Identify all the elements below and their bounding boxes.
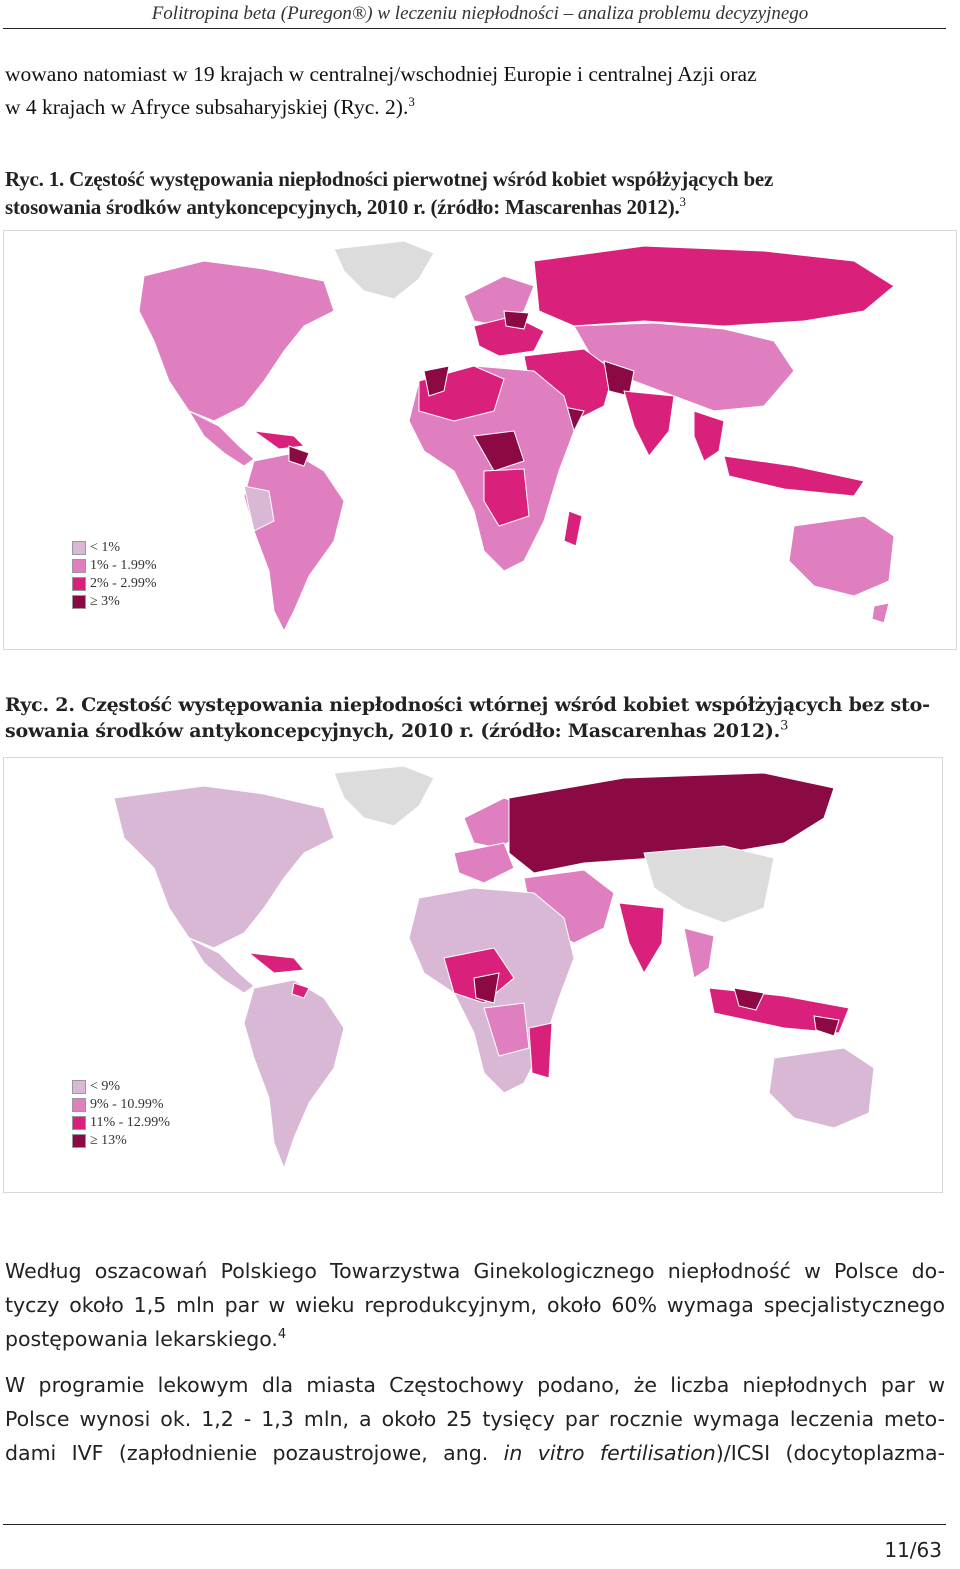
- figure2-caption-line-2: sowania środków antykoncepcyjnych, 2010 …: [5, 718, 945, 744]
- intro-line-1: wowano natomiast w 19 krajach w centraln…: [5, 62, 757, 86]
- intro-line-2: w 4 krajach w Afryce subsaharyjskiej (Ry…: [5, 91, 945, 124]
- legend-label: 11% - 12.99%: [90, 1115, 170, 1130]
- figure1-legend-item: < 1%: [72, 539, 157, 557]
- legend-swatch: [72, 1080, 86, 1094]
- legend-swatch: [72, 577, 86, 591]
- body-p2-line-2: Polsce wynosi ok. 1,2 - 1,3 mln, a około…: [5, 1407, 945, 1431]
- legend-label: 2% - 2.99%: [90, 576, 157, 591]
- footer-divider: [3, 1524, 946, 1525]
- figure2-legend-item: ≥ 13%: [72, 1132, 170, 1150]
- figure2-world-map: [113, 765, 875, 1170]
- header-divider: [3, 28, 946, 29]
- body-paragraph-1: Według oszacowań Polskiego Towarzystwa G…: [5, 1254, 945, 1356]
- figure2-legend-item: < 9%: [72, 1078, 170, 1096]
- figure1-map: < 1% 1% - 1.99% 2% - 2.99% ≥ 3%: [3, 230, 957, 650]
- figure1-world-map: [138, 240, 895, 633]
- legend-label: 9% - 10.99%: [90, 1097, 164, 1112]
- figure1-caption-line-2: stosowania środków antykoncepcyjnych, 20…: [5, 193, 945, 221]
- figure1-legend: < 1% 1% - 1.99% 2% - 2.99% ≥ 3%: [72, 539, 157, 611]
- body-p2-line-3-a: dami IVF (zapłodnienie pozaustrojowe, an…: [5, 1441, 504, 1465]
- body-p1-ref: 4: [277, 1327, 287, 1343]
- body-paragraph-2: W programie lekowym dla miasta Częstocho…: [5, 1368, 945, 1470]
- legend-swatch: [72, 1098, 86, 1112]
- legend-swatch: [72, 559, 86, 573]
- intro-line-2-text: w 4 krajach w Afryce subsaharyjskiej (Ry…: [5, 95, 409, 119]
- figure1-ref: 3: [679, 194, 687, 209]
- body-p2-line-3: dami IVF (zapłodnienie pozaustrojowe, an…: [5, 1436, 945, 1470]
- figure1-caption-line-2-text: stosowania środków antykoncepcyjnych, 20…: [5, 195, 680, 219]
- legend-swatch: [72, 1116, 86, 1130]
- legend-label: 1% - 1.99%: [90, 558, 157, 573]
- page-number: 11/63: [884, 1538, 942, 1562]
- body-p2-line-3-c: )/ICSI (docytoplazma-: [715, 1441, 945, 1465]
- body-p1-line-1: Według oszacowań Polskiego Towarzystwa G…: [5, 1259, 945, 1283]
- body-p2-line-1: W programie lekowym dla miasta Częstocho…: [5, 1373, 945, 1397]
- legend-swatch: [72, 595, 86, 609]
- legend-label: < 9%: [90, 1079, 121, 1094]
- figure1-legend-item: ≥ 3%: [72, 593, 157, 611]
- figure2-ref: 3: [780, 718, 789, 734]
- figure1-caption-line-1: Ryc. 1. Częstość występowania niepłodnoś…: [5, 167, 774, 191]
- figure2-caption-line-1: Ryc. 2. Częstość występowania niepłodnoś…: [5, 694, 930, 716]
- legend-swatch: [72, 1134, 86, 1148]
- figure2-legend-item: 11% - 12.99%: [72, 1114, 170, 1132]
- body-p2-line-3-italic: in vitro fertilisation: [503, 1441, 716, 1465]
- figure1-legend-item: 2% - 2.99%: [72, 575, 157, 593]
- figure2-legend-item: 9% - 10.99%: [72, 1096, 170, 1114]
- intro-paragraph: wowano natomiast w 19 krajach w centraln…: [5, 58, 945, 124]
- figure2-map: < 9% 9% - 10.99% 11% - 12.99% ≥ 13%: [3, 757, 943, 1193]
- body-p1-line-3: postępowania lekarskiego.4: [5, 1322, 945, 1356]
- figure1-caption: Ryc. 1. Częstość występowania niepłodnoś…: [5, 165, 945, 221]
- running-header: Folitropina beta (Puregon®) w leczeniu n…: [151, 3, 809, 24]
- figure2-legend: < 9% 9% - 10.99% 11% - 12.99% ≥ 13%: [72, 1078, 170, 1150]
- legend-label: < 1%: [90, 540, 121, 555]
- figure2-caption: Ryc. 2. Częstość występowania niepłodnoś…: [5, 692, 945, 744]
- legend-label: ≥ 13%: [90, 1133, 127, 1148]
- legend-swatch: [72, 541, 86, 555]
- legend-label: ≥ 3%: [90, 594, 120, 609]
- figure1-legend-item: 1% - 1.99%: [72, 557, 157, 575]
- intro-ref: 3: [408, 93, 415, 109]
- figure2-caption-line-2-text: sowania środków antykoncepcyjnych, 2010 …: [5, 720, 781, 742]
- body-p1-line-3-text: postępowania lekarskiego.: [5, 1327, 278, 1351]
- body-p1-line-2: tyczy około 1,5 mln par w wieku reproduk…: [5, 1293, 945, 1317]
